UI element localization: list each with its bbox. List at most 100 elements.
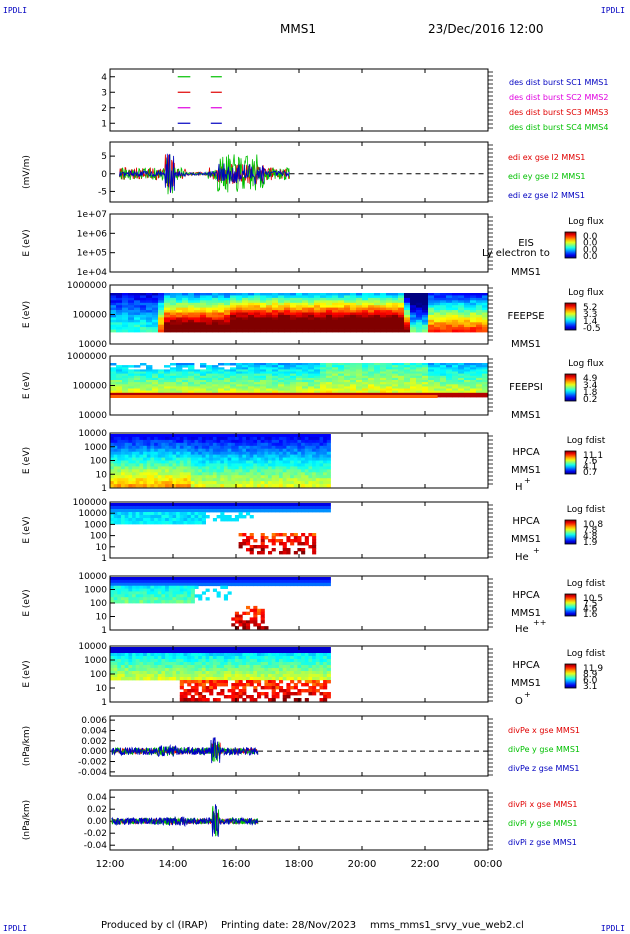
feepse-cell [188,310,195,313]
hpca_o-cell [201,668,206,672]
feepsi-cell [470,373,477,377]
feepse-cell [362,319,369,323]
hpca_h-cell [165,463,170,467]
feepsi-cell [236,363,243,366]
hpca_he-cell [293,509,298,513]
feepse-cell [350,319,357,323]
feepsi-cell [266,373,273,377]
hpca_o-cell [150,659,155,663]
hpca_h-cell [231,463,236,467]
feepsi-cell [332,377,339,381]
hpca_o-cell [275,692,280,696]
hpca_h-cell [323,451,328,455]
hpca_he-cell [312,542,317,546]
feepse-cell [296,314,303,318]
hpca_o-cell [190,647,195,651]
hpca_o-cell [249,647,254,651]
hpca_h-cell [135,475,140,479]
feepsi-cell [236,377,243,381]
feepsi-cell [332,380,339,383]
feepse-cell [194,305,201,308]
hpca_h-cell [275,454,280,458]
hpca_he-cell [227,509,232,513]
hpca_h-cell [286,439,291,444]
feepse-cell [254,317,261,321]
hpca_o-cell [242,653,247,657]
hpca_hepp-cell [128,582,133,587]
hpca_h-cell [209,484,214,488]
feepse-cell [398,302,405,306]
feepse-cell [230,305,237,308]
hpca_h-cell [194,448,199,452]
feepse-cell [158,314,165,318]
feepsi-cell [452,390,459,394]
feepsi-cell [476,367,483,370]
hpca_h-cell [154,448,159,452]
hpca_he-cell [110,521,115,525]
hpca_o-cell [172,671,177,675]
hpca_hepp-cell [176,582,181,587]
feepsi-cell [422,363,429,366]
feepsi-cell [206,371,213,374]
hpca_h-cell [304,463,309,467]
feepsi-cell [248,380,255,383]
feepse-cell [386,322,393,326]
hpca_o-cell [275,659,280,663]
feepse-cell [290,297,297,301]
hpca_h-cell [312,481,317,485]
hpca_h-cell [249,442,254,447]
hpca_h-cell [257,484,262,488]
burst-legend-entry: des dist burst SC3 MMS3 [509,108,608,117]
hpca_h-cell [128,451,133,455]
feepsi-cell [242,380,249,383]
feepse-cell [458,295,465,299]
hpca_hepp-cell [264,582,269,587]
hpca_h-cell [275,469,280,473]
feepse-cell [230,322,237,326]
feepse-cell [182,310,189,313]
feepse-cell [356,307,363,311]
hpca_o-cell [220,653,225,657]
feepse-cell [122,329,129,333]
hpca_h-cell [220,469,225,473]
feepse-cell [332,305,339,308]
hpca_he-cell [304,506,309,510]
hpca_he-cell [290,539,295,543]
feepsi-cell [404,382,411,385]
burst-legend-entry: des dist burst SC1 MMS1 [509,78,608,87]
feepsi-cell [236,371,243,374]
feepse-cell [338,302,345,306]
feepsi-cell [272,386,279,389]
hpca_h-cell [110,457,115,461]
feepsi-cell [272,373,279,377]
feepse-cell [482,300,489,304]
hpca_o-cell [194,665,199,669]
hpca_o-cell [183,656,188,660]
feepsi-cell [152,382,159,385]
feepse-cell [194,300,201,304]
feepsi-cell [476,386,483,389]
hpca_o-cell [238,668,243,672]
hpca_h-cell [238,451,243,455]
feepse-cell [146,327,153,330]
hpca_o-cell [165,671,170,675]
hpca_o-cell [264,647,269,651]
hpca_o-cell [139,677,144,681]
feepse-cell [170,327,177,330]
feepse-cell [398,317,405,321]
hpca_h-cell [121,469,126,473]
hpca_h-cell [297,469,302,473]
hpca_he-cell [246,506,251,510]
feepsi-cell [176,392,183,396]
hpca_h-cell [157,454,162,458]
feepsi-cell [422,388,429,391]
hpca_h-cell [121,442,126,447]
hpca_he-cell [154,503,159,507]
hpca_o-cell [220,662,225,666]
hpca_o-cell [260,656,265,660]
hpca_o-cell [216,653,221,657]
hpca_he-cell [198,515,203,519]
hpca_o-cell [282,671,287,675]
feepse-cell [212,317,219,321]
hpca_h-cell [231,472,236,476]
